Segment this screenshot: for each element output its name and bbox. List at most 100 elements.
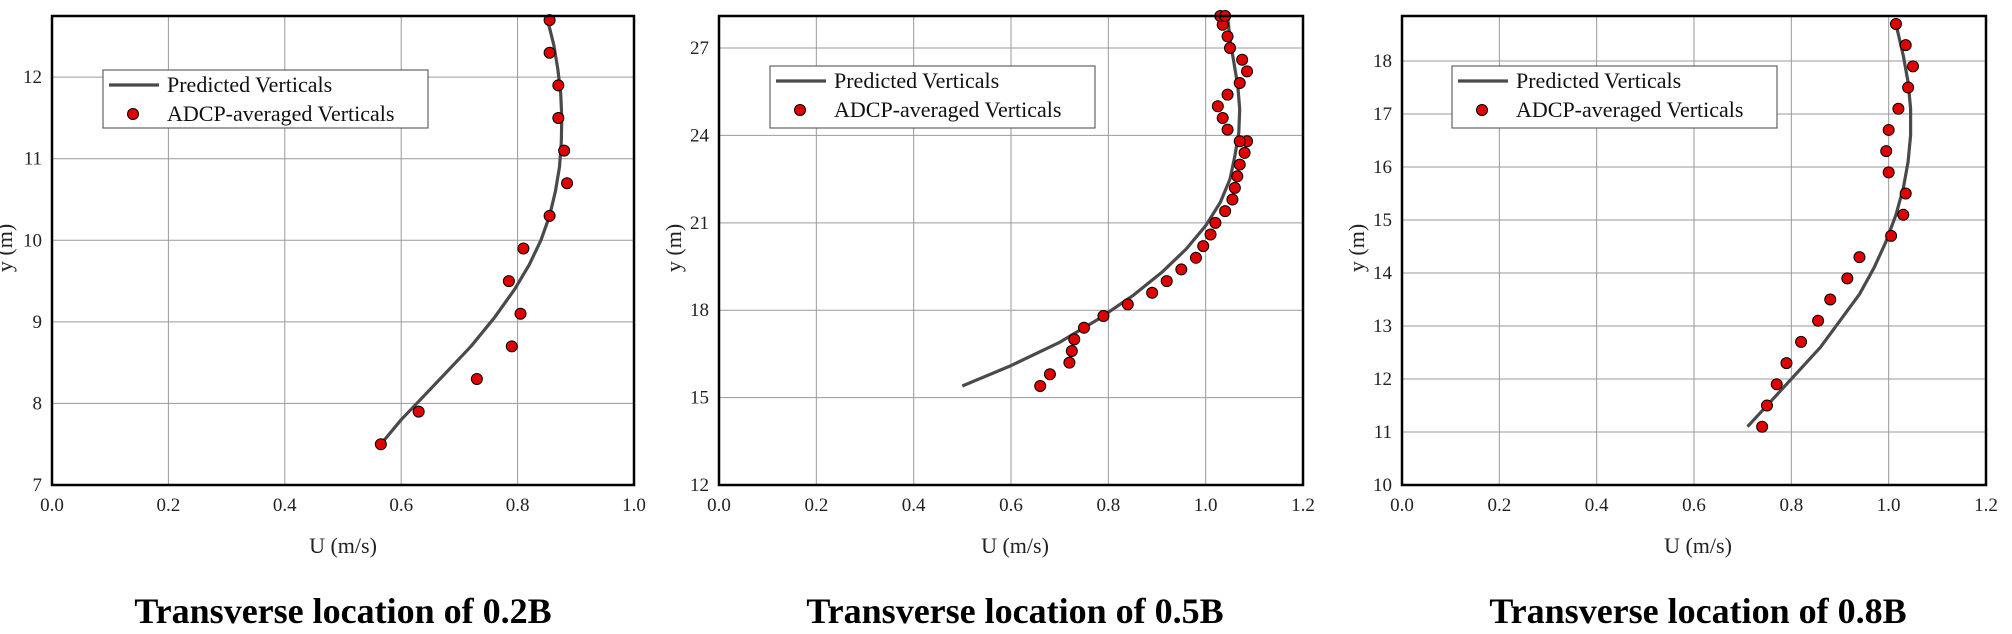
- x-tick-label: 1.2: [1974, 495, 1998, 516]
- x-axis-label: U (m/s): [309, 533, 377, 558]
- y-tick-label: 16: [1373, 157, 1392, 178]
- adcp-point: [1853, 251, 1866, 264]
- adcp-point: [1882, 123, 1895, 136]
- adcp-point: [1097, 310, 1110, 323]
- y-tick-label: 27: [690, 38, 709, 59]
- chart-panel-0p8b: y (m) U (m/s) Transverse location of 0.8…: [1344, 14, 1998, 631]
- legend-entry-predicted: Predicted Verticals: [834, 68, 999, 93]
- legend-box: [769, 65, 1096, 129]
- adcp-point: [1068, 333, 1081, 346]
- y-axis-label: y (m): [1344, 224, 1369, 272]
- adcp-point: [1160, 275, 1173, 288]
- adcp-point: [1063, 356, 1076, 369]
- adcp-point: [1238, 146, 1251, 159]
- adcp-point: [1236, 53, 1249, 66]
- adcp-point: [412, 405, 425, 418]
- adcp-point: [505, 340, 518, 353]
- y-axis-label: y (m): [0, 224, 17, 272]
- x-tick-label: 0.6: [1682, 495, 1706, 516]
- adcp-point: [1216, 111, 1229, 124]
- y-tick-label: 12: [23, 67, 42, 88]
- adcp-point: [1233, 135, 1246, 148]
- adcp-point: [1226, 193, 1239, 206]
- adcp-point: [1899, 39, 1912, 52]
- adcp-point: [1897, 208, 1910, 221]
- adcp-point: [1756, 420, 1769, 433]
- x-axis-label: U (m/s): [1664, 533, 1732, 558]
- adcp-point: [1882, 166, 1895, 179]
- adcp-point: [1204, 228, 1217, 241]
- legend: Predicted Verticals ADCP-averaged Vertica…: [1451, 65, 1778, 129]
- chart-panel-0p2b: y (m) U (m/s) Transverse location of 0.2…: [0, 14, 646, 631]
- adcp-point: [1761, 399, 1773, 412]
- adcp-point: [1880, 145, 1893, 158]
- adcp-point: [1175, 263, 1188, 276]
- predicted-verticals-line: [1746, 18, 1913, 428]
- y-tick-label: 12: [1373, 369, 1392, 390]
- y-tick-label: 9: [33, 312, 43, 333]
- adcp-points: [1034, 10, 1254, 392]
- y-tick-label: 15: [690, 388, 709, 409]
- adcp-point: [558, 144, 571, 157]
- adcp-point: [1189, 251, 1202, 264]
- legend-entry-predicted: Predicted Verticals: [167, 72, 332, 97]
- x-tick-label: 0.2: [804, 495, 828, 516]
- adcp-point: [1907, 60, 1919, 73]
- panel-title: Transverse location of 0.2B: [134, 591, 551, 631]
- legend-box: [1451, 65, 1778, 129]
- x-tick-label: 1.0: [622, 495, 646, 516]
- y-tick-label: 10: [23, 230, 42, 251]
- adcp-point: [502, 275, 515, 288]
- y-tick-label: 21: [690, 213, 709, 234]
- y-tick-label: 14: [1373, 263, 1393, 284]
- legend-marker-swatch: [127, 108, 139, 120]
- legend-entry-adcp: ADCP-averaged Verticals: [834, 97, 1061, 122]
- x-tick-label: 0.8: [1096, 495, 1120, 516]
- adcp-point: [1780, 357, 1793, 370]
- y-tick-label: 10: [1373, 475, 1392, 496]
- x-tick-label: 0.6: [999, 495, 1023, 516]
- adcp-point: [1219, 205, 1232, 218]
- x-tick-label: 0.2: [1487, 495, 1511, 516]
- adcp-point: [1065, 345, 1078, 357]
- x-tick-label: 0.4: [902, 495, 926, 516]
- y-tick-label: 24: [690, 125, 710, 146]
- adcp-point: [1221, 123, 1234, 136]
- legend: Predicted Verticals ADCP-averaged Vertica…: [102, 69, 429, 129]
- x-tick-label: 0.4: [273, 495, 297, 516]
- adcp-point: [552, 111, 565, 124]
- adcp-point: [1889, 17, 1902, 30]
- adcp-point: [1197, 240, 1210, 253]
- adcp-point: [514, 307, 527, 320]
- adcp-point: [1899, 187, 1912, 200]
- adcp-point: [1209, 216, 1222, 229]
- adcp-point: [1221, 30, 1234, 43]
- adcp-point: [1224, 42, 1236, 55]
- adcp-point: [1233, 158, 1246, 171]
- x-axis-label: U (m/s): [981, 533, 1049, 558]
- x-tick-label: 0.0: [40, 495, 64, 516]
- adcp-point: [1770, 378, 1783, 391]
- adcp-point: [1795, 335, 1808, 348]
- x-tick-label: 0.0: [707, 495, 731, 516]
- adcp-point: [543, 14, 556, 27]
- plot-frame: [717, 14, 1305, 487]
- adcp-point: [1841, 272, 1854, 285]
- x-tick-label: 0.4: [1585, 495, 1609, 516]
- y-tick-label: 13: [1373, 316, 1392, 337]
- adcp-point: [1043, 368, 1056, 381]
- x-tick-label: 1.0: [1877, 495, 1901, 516]
- adcp-point: [1228, 181, 1241, 194]
- legend: Predicted Verticals ADCP-averaged Vertica…: [769, 65, 1096, 129]
- panel-title: Transverse location of 0.8B: [1489, 591, 1906, 631]
- adcp-points: [374, 14, 574, 451]
- adcp-point: [1241, 65, 1254, 78]
- adcp-point: [543, 209, 556, 222]
- chart-panel-0p5b: y (m) U (m/s) Transverse location of 0.5…: [661, 10, 1315, 631]
- y-tick-label: 18: [1373, 51, 1392, 72]
- adcp-point: [552, 79, 565, 92]
- y-tick-label: 15: [1373, 210, 1392, 231]
- legend-entry-adcp: ADCP-averaged Verticals: [167, 101, 394, 126]
- adcp-point: [1034, 379, 1047, 392]
- adcp-point: [1231, 170, 1244, 183]
